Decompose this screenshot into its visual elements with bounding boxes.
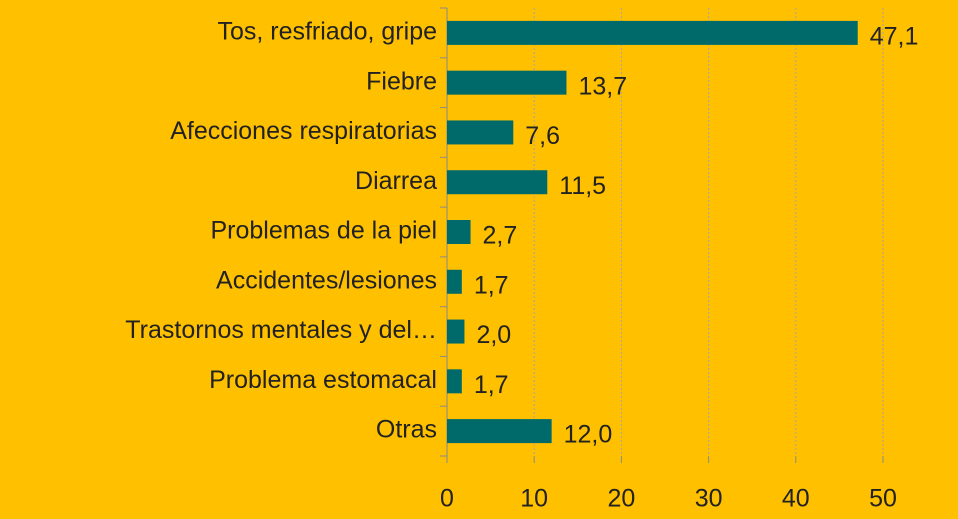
y-tick-label: Problemas de la piel: [210, 217, 437, 245]
y-tick-label: Diarrea: [355, 167, 437, 195]
value-label: 1,7: [474, 271, 509, 299]
value-label: 2,7: [483, 222, 518, 250]
value-label: 7,6: [525, 122, 560, 150]
bar: [447, 220, 471, 244]
x-tick-label: 10: [520, 485, 548, 513]
bar: [447, 319, 465, 344]
x-tick-label: 20: [607, 485, 635, 513]
y-tick-label: Accidentes/lesiones: [216, 266, 437, 294]
bar: [447, 20, 858, 45]
value-label: 1,7: [474, 371, 509, 399]
y-tick-label: Fiebre: [366, 67, 437, 95]
value-label: 13,7: [578, 72, 627, 100]
value-label: 2,0: [476, 321, 511, 349]
x-tick-label: 40: [782, 485, 810, 513]
x-tick-label: 50: [869, 485, 897, 513]
bar: [447, 369, 462, 394]
value-label: 11,5: [559, 172, 606, 200]
x-tick-label: 30: [695, 485, 723, 513]
value-label: 47,1: [870, 22, 919, 50]
bar: [447, 419, 552, 444]
bar: [447, 70, 567, 95]
y-tick-label: Problema estomacal: [209, 366, 437, 394]
value-label: 12,0: [564, 421, 613, 449]
y-tick-label: Otras: [376, 416, 437, 444]
bar: [447, 170, 548, 195]
y-tick-label: Tos, resfriado, gripe: [217, 17, 437, 45]
bar: [447, 269, 462, 294]
y-tick-label: Trastornos mentales y del…: [125, 316, 437, 344]
y-tick-label: Afecciones respiratorias: [170, 117, 437, 145]
x-tick-label: 0: [440, 485, 454, 513]
bar: [447, 120, 514, 145]
